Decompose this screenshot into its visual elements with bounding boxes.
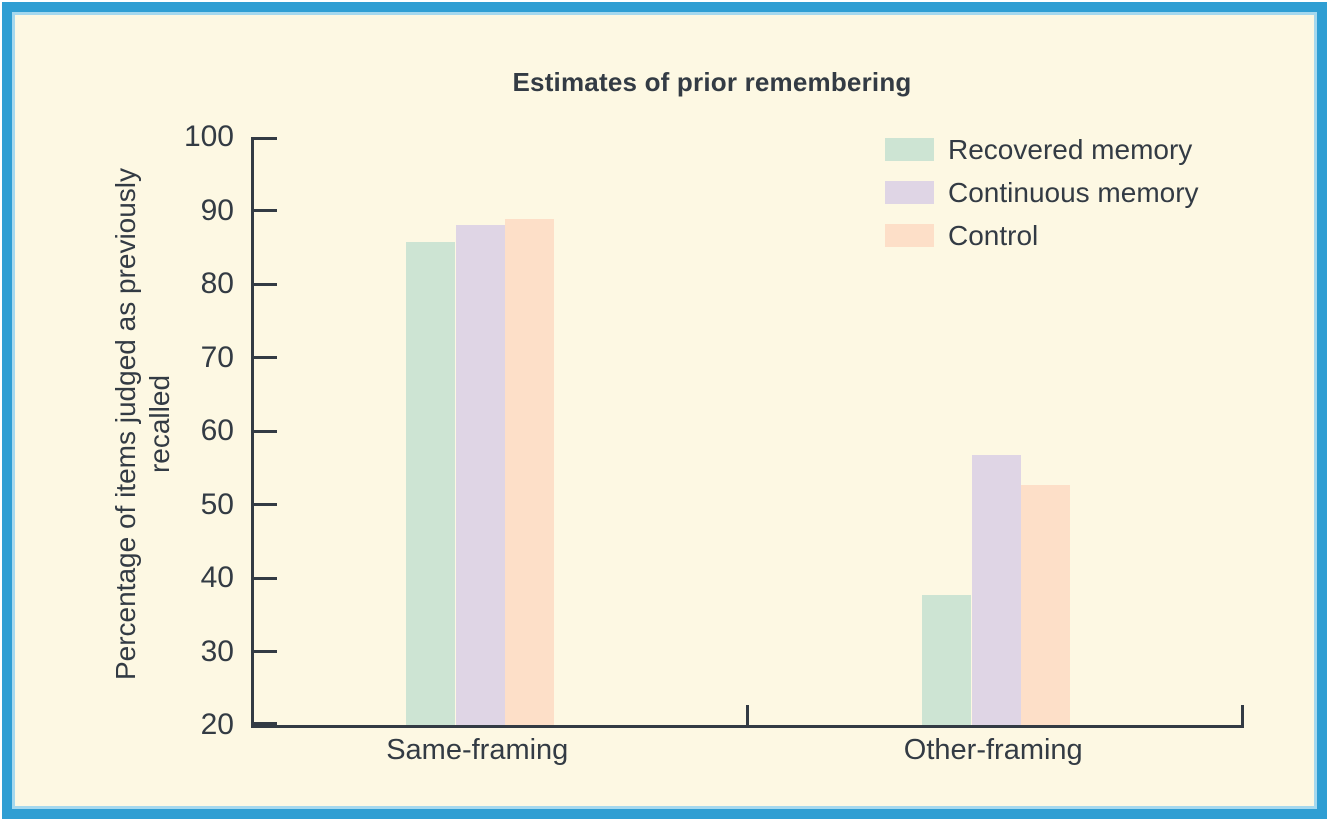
- bar-control-other-framing: [1021, 484, 1070, 725]
- bar-continuous-memory-other-framing: [971, 455, 1021, 725]
- y-axis-tick: [254, 282, 277, 286]
- y-axis-tick: [254, 650, 277, 653]
- legend-item: Continuous memory: [885, 177, 1199, 208]
- legend-swatch-icon: [885, 224, 934, 247]
- y-axis-tick: [254, 503, 277, 506]
- x-category-label-other-framing: Other-framing: [903, 734, 1083, 766]
- y-axis-tick: [254, 576, 277, 580]
- legend-swatch-icon: [885, 138, 934, 161]
- bar-recovered-memory-other-framing: [922, 594, 971, 725]
- y-tick-label: 80: [200, 267, 234, 300]
- legend-item: Control: [885, 220, 1199, 251]
- x-axis-tick: [1241, 705, 1244, 725]
- legend-swatch-icon: [885, 181, 934, 204]
- y-axis-tick: [254, 356, 277, 359]
- y-axis-tick: [254, 137, 277, 140]
- bar-continuous-memory-same-framing: [455, 225, 505, 725]
- chart-title: Estimates of prior remembering: [512, 67, 912, 97]
- y-tick-label: 100: [183, 120, 234, 153]
- y-tick-label: 50: [200, 487, 234, 521]
- legend-label: Recovered memory: [948, 133, 1193, 165]
- x-axis-tick: [745, 705, 749, 725]
- y-tick-label: 40: [200, 561, 234, 594]
- y-tick-label: 30: [200, 634, 234, 668]
- y-tick-label: 20: [200, 708, 234, 741]
- bar-recovered-memory-same-framing: [406, 242, 455, 725]
- x-category-label-same-framing: Same-framing: [386, 734, 569, 766]
- y-axis-tick: [254, 722, 277, 725]
- legend-label: Control: [948, 219, 1039, 251]
- y-tick-label: 90: [200, 193, 234, 227]
- legend-item: Recovered memory: [885, 134, 1199, 165]
- legend-label: Continuous memory: [948, 176, 1199, 208]
- legend: Recovered memory Continuous memory Control: [885, 134, 1199, 267]
- y-tick-label: 70: [200, 340, 234, 374]
- y-axis-tick: [254, 209, 277, 212]
- bar-control-same-framing: [505, 219, 554, 725]
- y-tick-label: 60: [200, 414, 234, 447]
- y-axis-tick: [254, 429, 277, 433]
- plot-area: [251, 137, 1244, 728]
